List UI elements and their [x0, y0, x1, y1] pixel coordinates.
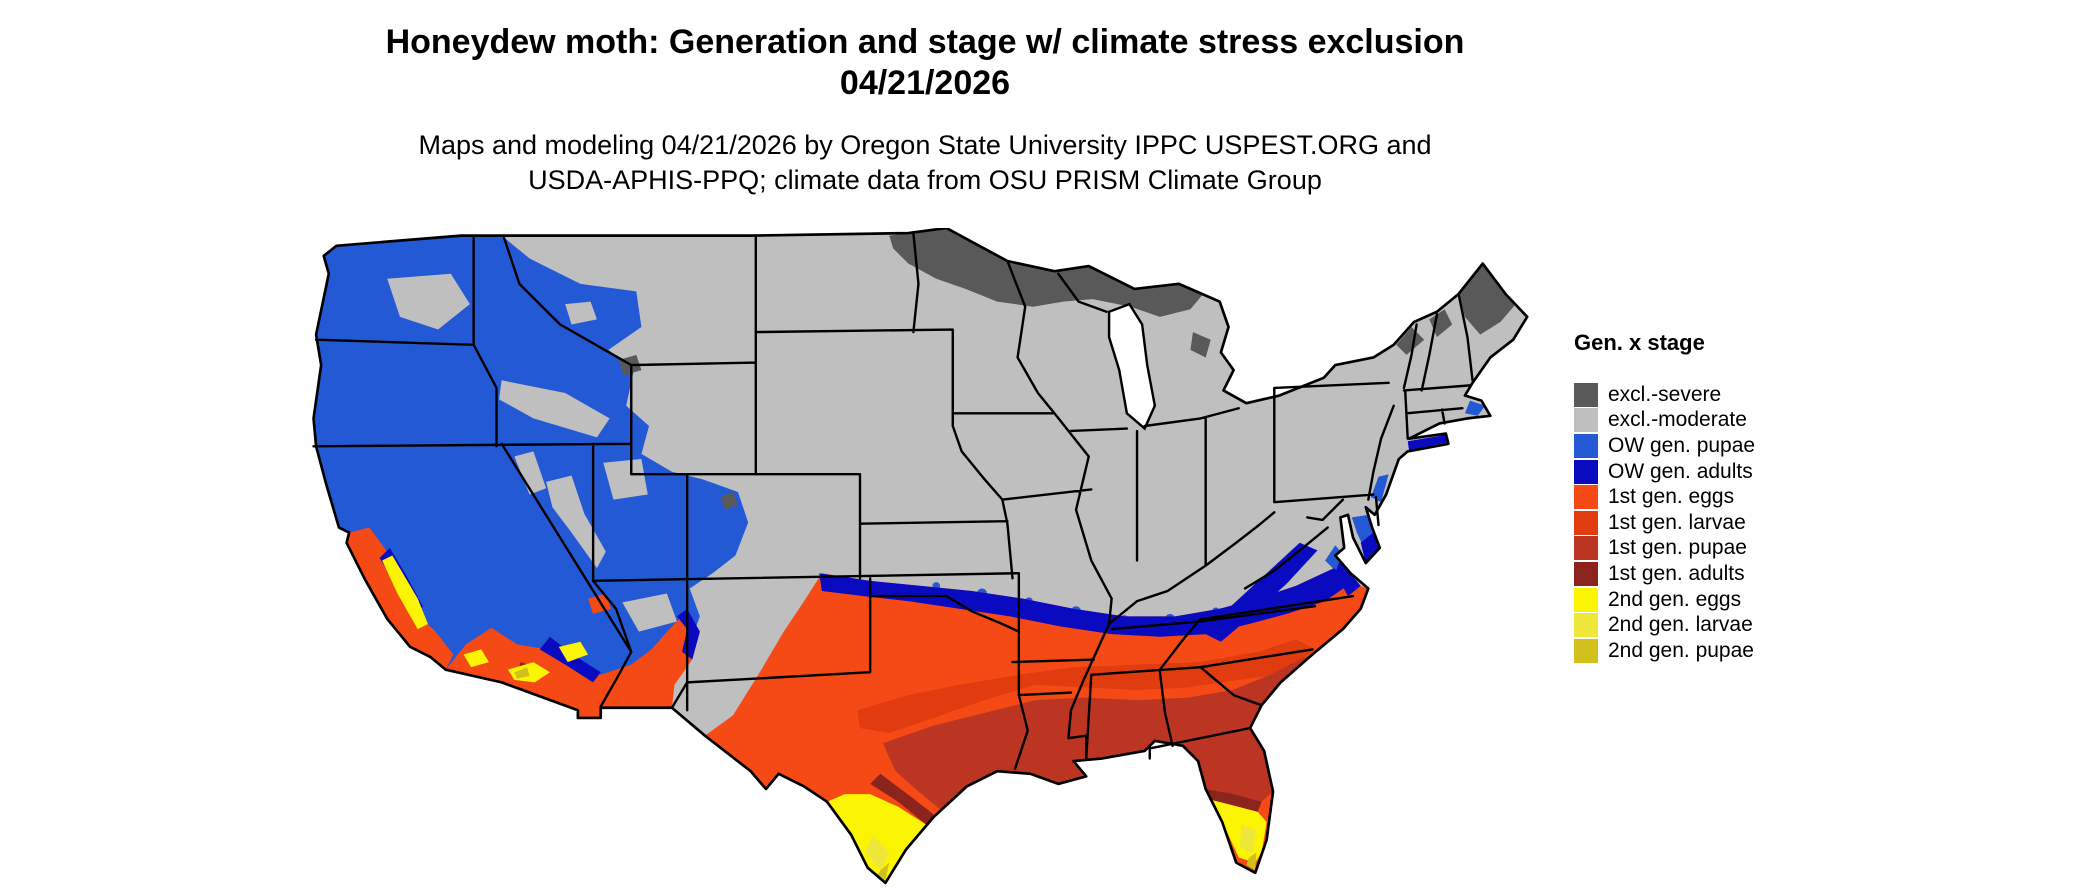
- legend-item: 2nd gen. larvae: [1574, 612, 1755, 638]
- us-outline: [312, 228, 1529, 885]
- legend-item-label: 1st gen. adults: [1608, 561, 1745, 585]
- map-region-g2-larvae: [865, 824, 1257, 871]
- page-title-date: 04/21/2026: [839, 63, 1011, 102]
- legend-item: excl.-moderate: [1574, 408, 1755, 434]
- us-map: [311, 228, 1531, 888]
- legend-item: 2nd gen. eggs: [1574, 587, 1755, 613]
- legend-swatch: [1574, 510, 1598, 535]
- legend-item-label: OW gen. pupae: [1608, 433, 1756, 457]
- legend-item-label: 1st gen. pupae: [1608, 536, 1747, 560]
- subtitle-line-1: Maps and modeling 04/21/2026 by Oregon S…: [418, 129, 1432, 160]
- legend-swatch: [1574, 408, 1598, 433]
- map-region-g1-larvae: [857, 639, 1315, 734]
- legend-item-label: excl.-severe: [1608, 382, 1722, 406]
- legend-item-label: excl.-moderate: [1608, 408, 1747, 432]
- legend-item-label: 1st gen. eggs: [1608, 485, 1735, 509]
- map-region-excl-severe: [618, 228, 1516, 510]
- map-region-basins-moderate: [387, 273, 677, 632]
- lake-michigan: [1107, 302, 1157, 431]
- subtitle-line-2: USDA-APHIS-PPQ; climate data from OSU PR…: [528, 164, 1322, 195]
- legend-items: excl.-severe excl.-moderate OW gen. pupae O…: [1574, 382, 1755, 664]
- legend-item-label: 2nd gen. larvae: [1608, 613, 1753, 637]
- legend-item-label: OW gen. adults: [1608, 459, 1753, 483]
- legend-swatch: [1574, 638, 1598, 663]
- legend-title: Gen. x stage: [1574, 330, 1705, 355]
- us-map-canvas: [312, 228, 1529, 885]
- state-borders: [312, 231, 1474, 770]
- legend: Gen. x stage excl.-severe excl.-moderate O…: [1574, 330, 1755, 664]
- legend-swatch: [1574, 433, 1598, 458]
- legend-item-label: 1st gen. larvae: [1608, 510, 1746, 534]
- legend-item: 1st gen. larvae: [1574, 510, 1755, 536]
- map-region-g1-pupae: [882, 654, 1313, 810]
- legend-swatch: [1574, 382, 1598, 407]
- legend-item: 1st gen. eggs: [1574, 484, 1755, 510]
- legend-item: excl.-severe: [1574, 382, 1755, 408]
- legend-item: 2nd gen. pupae: [1574, 638, 1755, 664]
- map-region-g2-pupae: [514, 667, 1257, 881]
- legend-swatch: [1574, 536, 1598, 561]
- legend-swatch: [1574, 561, 1598, 586]
- legend-item: OW gen. pupae: [1574, 433, 1755, 459]
- legend-swatch: [1574, 485, 1598, 510]
- legend-item: 1st gen. adults: [1574, 561, 1755, 587]
- header: Honeydew moth: Generation and stage w/ c…: [0, 22, 1850, 198]
- page-title: Honeydew moth: Generation and stage w/ c…: [385, 23, 1465, 61]
- legend-item: OW gen. adults: [1574, 459, 1755, 485]
- legend-item-label: 2nd gen. eggs: [1608, 587, 1742, 611]
- legend-item-label: 2nd gen. pupae: [1608, 638, 1754, 662]
- legend-swatch: [1574, 613, 1598, 638]
- map-region-g2-eggs: [382, 555, 1267, 883]
- subtitle: Maps and modeling 04/21/2026 by Oregon S…: [0, 128, 1850, 198]
- legend-swatch: [1574, 459, 1598, 484]
- legend-swatch: [1574, 587, 1598, 612]
- legend-item: 1st gen. pupae: [1574, 536, 1755, 562]
